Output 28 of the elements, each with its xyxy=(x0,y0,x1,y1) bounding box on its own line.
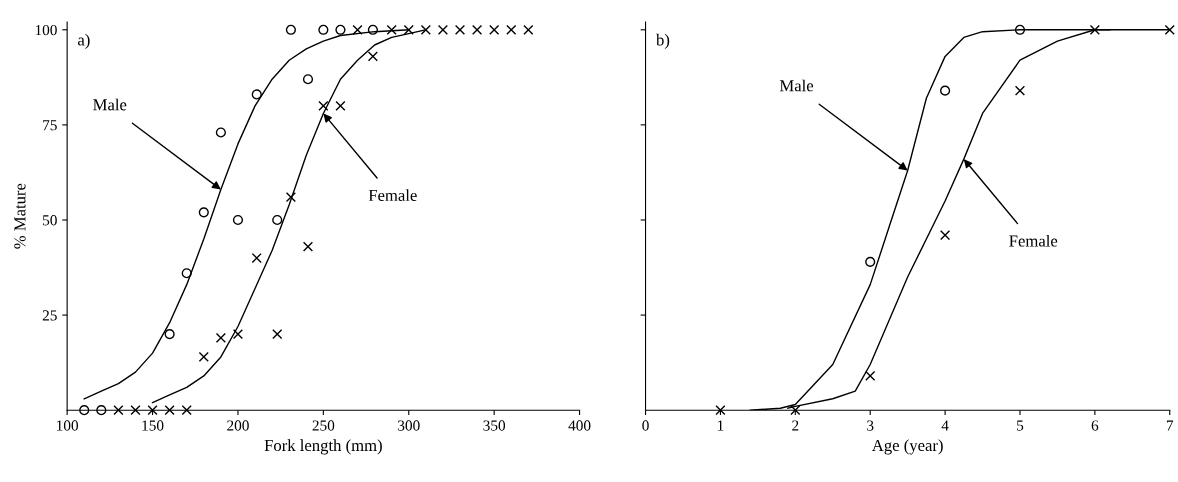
x-axis-title: Age (year) xyxy=(871,439,943,455)
x-tick-label: 6 xyxy=(1091,420,1099,431)
x-tick-label: 400 xyxy=(568,420,591,431)
x-axis-title: Fork length (mm) xyxy=(264,439,382,455)
x-tick-label: 150 xyxy=(142,420,164,431)
y-tick-label: 100 xyxy=(35,24,57,36)
x-tick-label: 0 xyxy=(642,420,649,431)
y-tick-label: 25 xyxy=(42,310,57,321)
y-tick-label: 50 xyxy=(43,215,57,226)
x-tick-label: 1 xyxy=(717,420,724,431)
x-tick-label: 350 xyxy=(483,420,506,431)
x-tick-label: 2 xyxy=(792,420,799,431)
x-tick-label: 200 xyxy=(227,420,249,431)
x-tick-label: 5 xyxy=(1017,420,1024,431)
y-axis-title: % Mature xyxy=(14,183,26,249)
y-tick-label: 75 xyxy=(43,120,57,131)
annotation: Female xyxy=(368,189,417,201)
x-tick-label: 7 xyxy=(1166,420,1174,431)
x-tick-label: 3 xyxy=(867,420,874,431)
x-tick-label: 250 xyxy=(312,420,335,431)
x-tick-label: 300 xyxy=(398,420,420,431)
annotation: a) xyxy=(77,33,90,49)
annotation: Male xyxy=(779,79,814,92)
annotation: b) xyxy=(656,33,670,49)
annotation: Male xyxy=(93,98,127,111)
annotation: Female xyxy=(1009,234,1058,247)
x-tick-label: 4 xyxy=(941,420,949,431)
x-tick-label: 100 xyxy=(57,420,79,431)
